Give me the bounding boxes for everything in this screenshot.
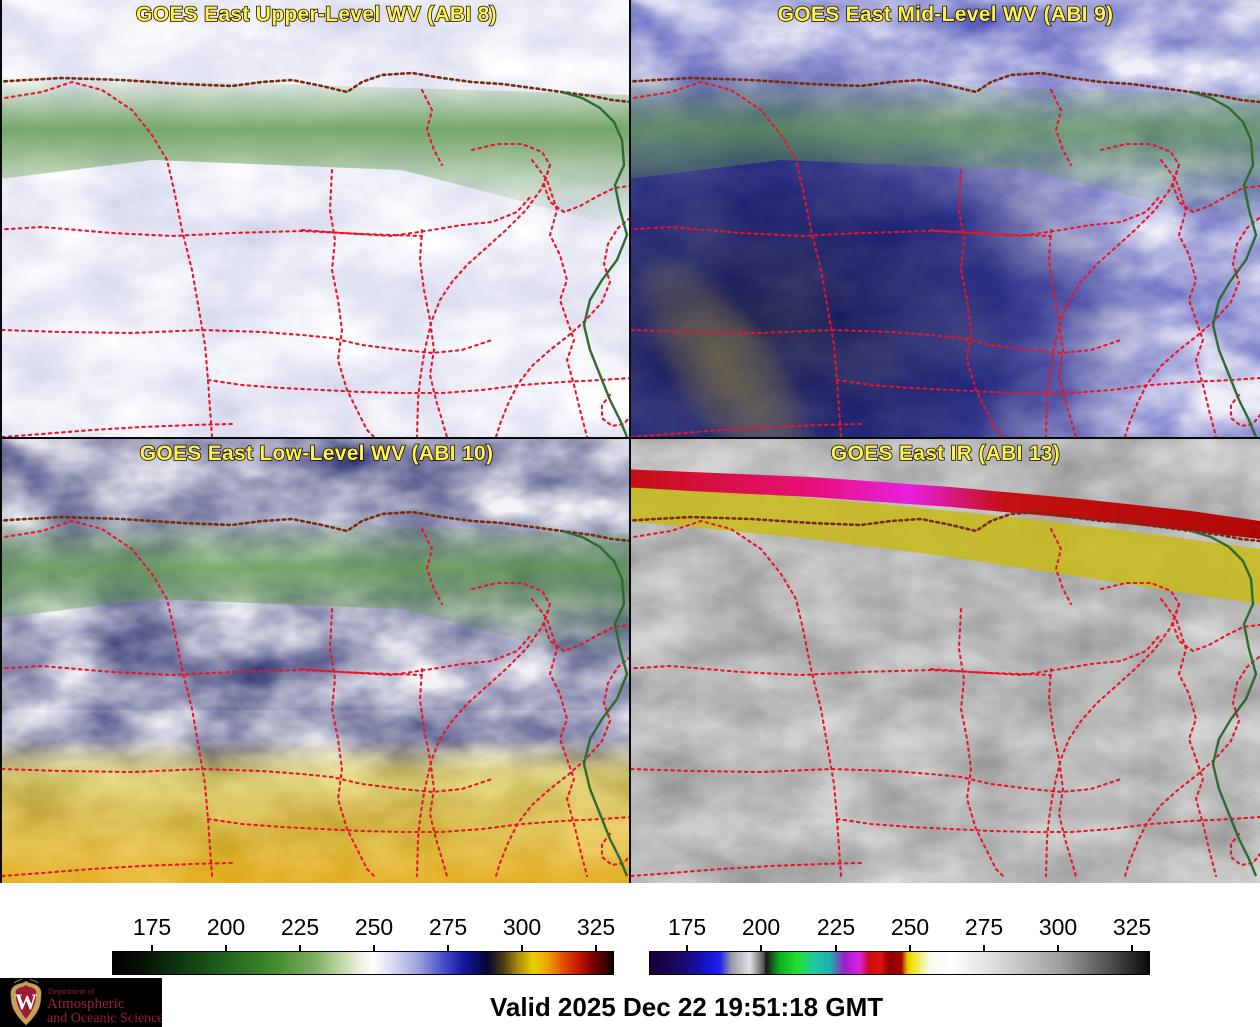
- svg-text:Atmospheric: Atmospheric: [47, 996, 125, 1012]
- svg-text:275: 275: [965, 915, 1003, 940]
- svg-text:175: 175: [133, 915, 171, 940]
- svg-text:225: 225: [281, 915, 319, 940]
- svg-text:225: 225: [817, 915, 855, 940]
- svg-text:200: 200: [207, 915, 245, 940]
- svg-text:325: 325: [1113, 915, 1151, 940]
- svg-text:175: 175: [668, 915, 706, 940]
- svg-text:W: W: [15, 989, 37, 1014]
- svg-text:250: 250: [891, 915, 929, 940]
- svg-text:275: 275: [429, 915, 467, 940]
- svg-text:300: 300: [1039, 915, 1077, 940]
- svg-text:300: 300: [503, 915, 541, 940]
- svg-text:Department of: Department of: [48, 987, 95, 996]
- svg-text:and Oceanic Sciences: and Oceanic Sciences: [47, 1011, 162, 1026]
- svg-text:325: 325: [577, 915, 615, 940]
- svg-text:200: 200: [742, 915, 780, 940]
- svg-text:250: 250: [355, 915, 393, 940]
